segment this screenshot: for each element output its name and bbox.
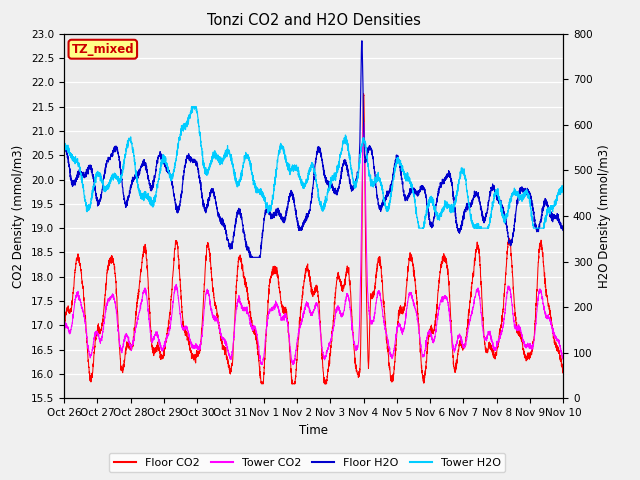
X-axis label: Time: Time	[299, 424, 328, 437]
Y-axis label: H2O Density (mmol/m3): H2O Density (mmol/m3)	[598, 144, 611, 288]
Legend: Floor CO2, Tower CO2, Floor H2O, Tower H2O: Floor CO2, Tower CO2, Floor H2O, Tower H…	[109, 453, 506, 472]
Title: Tonzi CO2 and H2O Densities: Tonzi CO2 and H2O Densities	[207, 13, 420, 28]
Y-axis label: CO2 Density (mmol/m3): CO2 Density (mmol/m3)	[12, 144, 26, 288]
Text: TZ_mixed: TZ_mixed	[72, 43, 134, 56]
